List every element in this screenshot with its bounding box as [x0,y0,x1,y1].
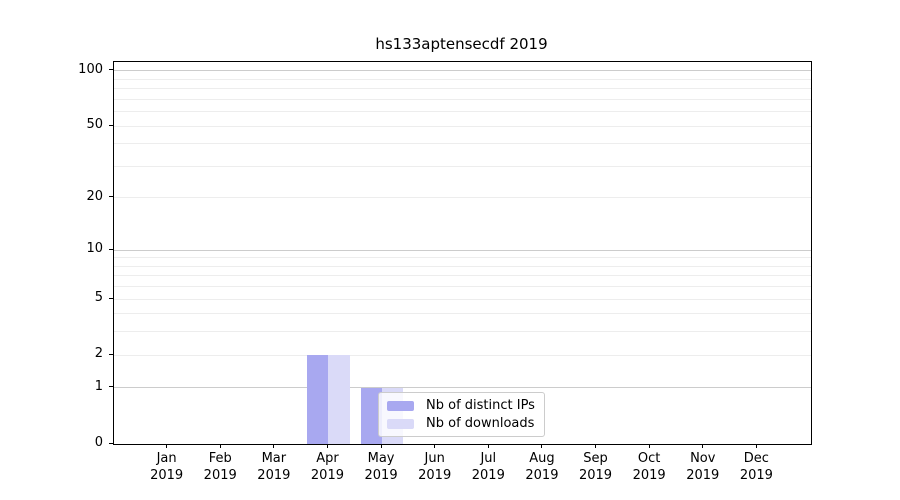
x-tick-label-line: Apr [316,451,339,466]
x-tick-label-line: 2019 [150,468,184,483]
gridline-minor [114,165,811,167]
gridline-major [114,249,811,251]
gridline-minor [114,275,811,277]
y-tick-label: 0 [94,435,103,450]
x-tick-label-line: 2019 [364,468,398,483]
gridline-minor [114,111,811,113]
x-tick-label-line: 2019 [203,468,237,483]
x-tick-label-line: Dec [743,451,769,466]
x-tick-label-line: Jan [156,451,177,466]
y-tick-label: 20 [86,188,103,204]
gridline-minor [114,286,811,288]
x-tick [166,444,168,448]
x-tick-label-line: 2019 [578,468,613,483]
gridline-major [114,387,811,389]
x-tick-label-line: 2019 [310,468,344,483]
x-tick [541,444,543,448]
gridline-major [114,70,811,72]
x-tick [595,444,597,448]
gridline-minor [114,331,811,333]
x-tick-label-line: Oct [637,451,661,466]
x-tick [648,444,650,448]
x-tick-label: Jul 2019 [456,450,520,484]
x-tick [755,444,757,448]
x-tick [326,444,328,448]
y-tick [109,297,113,299]
y-tick [109,248,113,250]
x-tick-label-line: Aug [529,451,555,466]
y-tick-label: 1 [94,378,103,394]
x-tick-label: Aug 2019 [510,450,574,484]
x-tick-label: Feb 2019 [188,450,252,484]
x-tick-label-line: 2019 [418,468,452,483]
x-tick [702,444,704,448]
x-tick-label-line: Nov [690,451,716,466]
y-tick-label: 2 [94,346,103,362]
x-tick [273,444,275,448]
gridline-minor [114,125,811,127]
x-tick-label: Sep 2019 [564,450,628,484]
x-tick-label: May 2019 [349,450,413,484]
gridline-minor [114,257,811,259]
gridline-minor [114,354,811,356]
x-tick-label: Dec 2019 [724,450,788,484]
legend-label: Nb of downloads [426,416,535,431]
x-tick [219,444,221,448]
x-tick [487,444,489,448]
x-tick [434,444,436,448]
gridline-minor [114,313,811,315]
x-tick-label-line: 2019 [525,468,559,483]
gridline-minor [114,298,811,300]
y-tick-label: 100 [78,61,103,77]
y-tick-label: 50 [86,117,103,133]
x-tick [380,444,382,448]
x-tick-label: Apr 2019 [295,450,359,484]
x-tick-label-line: May [367,451,395,466]
x-tick-label: Jun 2019 [403,450,467,484]
legend: Nb of distinct IPs Nb of downloads [378,392,545,437]
legend-item: Nb of downloads [387,416,536,431]
bar [307,355,329,444]
y-tick-label: 10 [86,241,103,257]
chart-title: hs133aptensecdf 2019 [375,35,548,53]
x-tick-label-line: Feb [208,451,232,466]
y-tick [109,386,113,388]
y-tick [109,353,113,355]
bar [360,387,383,444]
plot-area [113,61,812,445]
y-tick [109,124,113,126]
gridline-minor [114,265,811,267]
x-tick-label-line: Jul [480,451,497,466]
x-tick-label: Mar 2019 [242,450,306,484]
bar [328,355,350,444]
x-tick-label-line: 2019 [686,468,720,483]
y-tick [109,196,113,198]
y-tick-label: 5 [94,290,103,306]
x-tick-label-line: Jun [424,451,445,466]
gridline-minor [114,197,811,199]
gridline-minor [114,88,811,90]
x-tick-label-line: 2019 [257,468,291,483]
gridline-minor [114,78,811,80]
x-tick-label: Nov 2019 [671,450,735,484]
x-tick-label-line: 2019 [739,468,773,483]
x-tick-label-line: Sep [583,451,608,466]
x-tick-label-line: Mar [261,451,287,466]
legend-swatch [387,418,414,429]
gridline-minor [114,143,811,145]
legend-label: Nb of distinct IPs [426,398,535,413]
x-tick-label: Oct 2019 [617,450,681,484]
x-tick-label-line: 2019 [632,468,666,483]
y-tick [109,442,113,444]
x-tick-label-line: 2019 [471,468,505,483]
legend-swatch [387,400,414,411]
gridline-minor [114,98,811,100]
legend-item: Nb of distinct IPs [387,398,536,413]
x-tick-label: Jan 2019 [135,450,199,484]
y-tick [109,69,113,71]
